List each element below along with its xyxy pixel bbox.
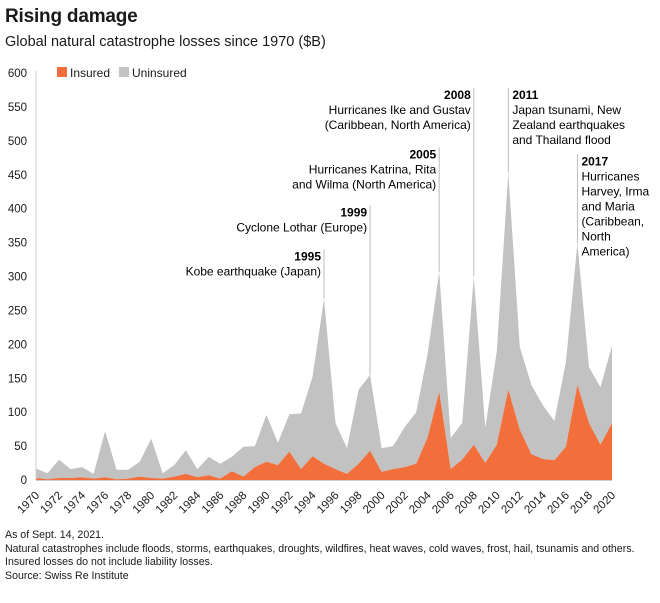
y-tick-label-450: 450: [8, 170, 27, 182]
y-tick-label-400: 400: [8, 204, 27, 216]
y-tick-label-600: 600: [8, 68, 27, 80]
legend-label-uninsured: Uninsured: [132, 66, 187, 80]
annotation-text-2017: America): [581, 244, 629, 258]
annotation-year-2005: 2005: [409, 148, 436, 162]
x-tick-label-1990: 1990: [246, 490, 273, 517]
x-tick-label-2010: 2010: [476, 490, 503, 517]
x-tick-label-1996: 1996: [315, 490, 342, 517]
footnote-definition: Natural catastrophes include floods, sto…: [5, 542, 635, 555]
legend-swatch-uninsured: [119, 67, 129, 77]
annotation-text-2008: Hurricanes Ike and Gustav: [329, 103, 471, 117]
annotation-text-2011: and Thailand flood: [512, 133, 611, 147]
x-tick-label-2014: 2014: [522, 489, 549, 516]
x-tick-label-1976: 1976: [85, 490, 112, 517]
footnotes: As of Sept. 14, 2021. Natural catastroph…: [5, 529, 657, 583]
annotation-text-2017: Harvey, Irma: [581, 184, 649, 198]
x-tick-label-1992: 1992: [269, 490, 296, 517]
x-tick-label-2018: 2018: [568, 490, 595, 517]
x-tick-label-1984: 1984: [177, 489, 204, 516]
x-tick-label-1988: 1988: [223, 490, 250, 517]
annotation-text-2017: North: [581, 229, 610, 243]
x-tick-label-1986: 1986: [200, 490, 227, 517]
legend-label-insured: Insured: [70, 66, 110, 80]
y-axis: 0 50 100 150 200 250 300 350 400 450 500 550 600: [8, 68, 37, 487]
chart-subtitle: Global natural catastrophe losses since …: [5, 34, 326, 50]
series-area-uninsured: [36, 172, 612, 480]
footnote-insured-note: Insured losses do not include liability …: [5, 556, 213, 568]
chart-title: Rising damage: [5, 6, 138, 27]
annotation-text-2005: and Wilma (North America): [292, 178, 436, 192]
y-tick-label-150: 150: [8, 373, 27, 385]
y-tick-label-550: 550: [8, 102, 27, 114]
x-tick-label-2008: 2008: [453, 490, 480, 517]
x-tick-label-1982: 1982: [154, 490, 181, 517]
x-tick-label-1974: 1974: [62, 489, 89, 516]
y-tick-label-250: 250: [8, 305, 27, 317]
x-tick-label-1994: 1994: [292, 489, 319, 516]
x-tick-label-2004: 2004: [407, 489, 434, 516]
y-tick-label-500: 500: [8, 136, 27, 148]
legend-swatch-insured: [57, 67, 67, 77]
x-tick-label-1998: 1998: [338, 490, 365, 517]
series-area-insured: [36, 385, 612, 480]
annotation-year-2011: 2011: [512, 88, 538, 102]
x-tick-label-2000: 2000: [361, 490, 388, 517]
annotation-year-2008: 2008: [444, 88, 471, 102]
legend: Insured Uninsured: [57, 66, 187, 80]
y-tick-label-350: 350: [8, 238, 27, 250]
chart-svg: Insured Uninsured 0 50 100 150 200 250 300 350 4…: [8, 66, 650, 517]
annotation-year-1999: 1999: [340, 205, 367, 219]
annotation-text-2011: Japan tsunami, New: [512, 103, 621, 117]
annotation-text-1999: Cyclone Lothar (Europe): [236, 220, 367, 234]
y-tick-label-300: 300: [8, 272, 27, 284]
annotation-year-2017: 2017: [581, 154, 608, 168]
annotation-text-2017: (Caribbean,: [581, 214, 644, 228]
x-tick-label-2006: 2006: [430, 490, 457, 517]
annotation-text-2005: Hurricanes Katrina, Rita: [309, 163, 437, 177]
y-tick-label-200: 200: [8, 339, 27, 351]
x-tick-label-2020: 2020: [592, 490, 619, 517]
annotation-text-1995: Kobe earthquake (Japan): [186, 264, 321, 278]
y-tick-label-100: 100: [8, 407, 27, 419]
annotation-year-1995: 1995: [294, 249, 321, 263]
annotation-text-2017: Hurricanes: [581, 169, 639, 183]
y-tick-label-50: 50: [14, 441, 27, 453]
x-tick-label-2016: 2016: [545, 490, 572, 517]
footnote-source: Source: Swiss Re Institute: [5, 569, 129, 582]
x-tick-label-1972: 1972: [39, 490, 66, 517]
x-tick-label-1980: 1980: [131, 490, 158, 517]
footnote-date: As of Sept. 14, 2021.: [5, 529, 104, 541]
plot-area: [36, 172, 612, 480]
x-tick-label-1978: 1978: [108, 490, 135, 517]
annotation-text-2011: Zealand earthquakes: [512, 118, 625, 132]
y-tick-label-0: 0: [21, 475, 27, 487]
annotation-text-2008: (Caribbean, North America): [325, 118, 471, 132]
x-tick-label-2002: 2002: [384, 490, 411, 517]
x-tick-label-1970: 1970: [16, 490, 43, 517]
x-tick-label-2012: 2012: [499, 490, 526, 517]
annotation-text-2017: and Maria: [581, 199, 635, 213]
x-axis: 1970197219741976197819801982198419861988…: [16, 480, 619, 517]
